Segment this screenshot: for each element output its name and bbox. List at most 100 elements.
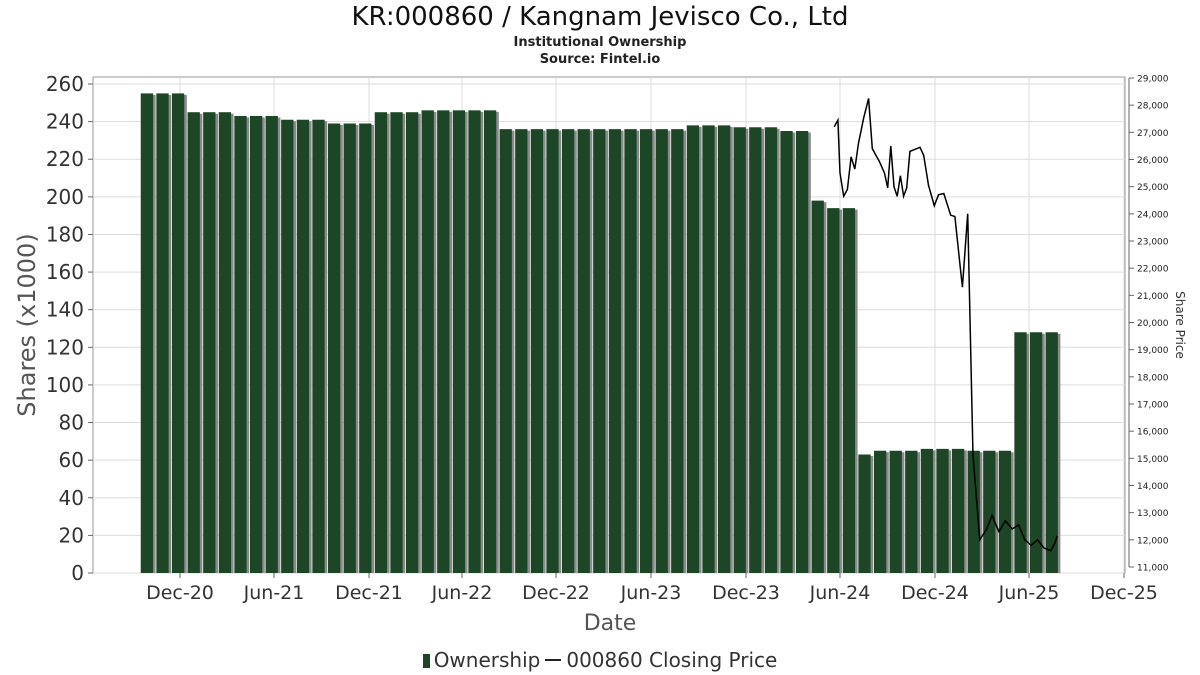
- y2-tick-label: 16,000: [1137, 428, 1169, 438]
- ownership-bar: [530, 129, 544, 573]
- ownership-bar: [405, 112, 419, 573]
- ownership-bar: [1014, 332, 1027, 573]
- ownership-bar: [764, 127, 778, 573]
- ownership-bar: [983, 450, 996, 573]
- ownership-legend-label: Ownership: [433, 648, 541, 672]
- y2-tick-label: 17,000: [1137, 401, 1169, 411]
- ownership-bar: [359, 123, 372, 573]
- y2-tick-label: 25,000: [1137, 183, 1169, 193]
- chart-title: KR:000860 / Kangnam Jevisco Co., Ltd: [351, 2, 849, 32]
- ownership-bar: [702, 125, 715, 573]
- ownership-bar: [561, 129, 575, 573]
- y-tick-label: 260: [46, 72, 84, 96]
- x-tick-label: Dec-20: [146, 582, 214, 604]
- y-tick-label: 240: [46, 110, 84, 134]
- y2-tick-label: 11,000: [1137, 564, 1169, 574]
- ownership-bar: [749, 127, 762, 573]
- bars-layer: [140, 93, 1061, 574]
- x-tick-label: Dec-25: [1090, 582, 1158, 604]
- y2-tick-label: 13,000: [1137, 509, 1169, 519]
- y2-tick-label: 22,000: [1137, 265, 1169, 275]
- ownership-bar: [873, 450, 887, 573]
- y-tick-label: 140: [46, 298, 84, 322]
- y2-tick-label: 21,000: [1137, 292, 1169, 302]
- ownership-bar: [1045, 332, 1058, 573]
- ownership-bar: [546, 129, 559, 573]
- ownership-bar: [858, 454, 871, 573]
- ownership-bar: [296, 119, 310, 573]
- ownership-bar: [905, 450, 918, 573]
- ownership-bar: [343, 123, 356, 573]
- y2-tick-label: 12,000: [1137, 536, 1169, 546]
- ownership-bar: [203, 112, 216, 573]
- ownership-bar: [265, 115, 278, 573]
- x-tick-label: Dec-24: [901, 582, 969, 604]
- y2-tick-label: 18,000: [1137, 373, 1169, 383]
- ownership-bar: [327, 123, 341, 573]
- ownership-bar: [780, 131, 793, 573]
- ownership-bar: [468, 110, 481, 573]
- chart-source: Source: Fintel.io: [539, 52, 661, 67]
- ownership-bar: [920, 448, 934, 573]
- ownership-bar: [140, 93, 154, 574]
- y-tick-label: 180: [46, 222, 84, 246]
- y-axis-title: Shares (x1000): [13, 233, 41, 416]
- x-tick-label: Jun-21: [243, 582, 305, 604]
- y2-tick-label: 26,000: [1137, 156, 1169, 166]
- y2-tick-label: 24,000: [1137, 210, 1169, 220]
- y2-tick-label: 20,000: [1137, 319, 1169, 329]
- ownership-bar: [437, 110, 450, 573]
- ownership-bar: [171, 93, 185, 574]
- y2-tick-label: 23,000: [1137, 238, 1169, 248]
- y-tick-label: 220: [46, 147, 84, 171]
- ownership-bar: [733, 127, 746, 573]
- x-tick-label: Jun-24: [809, 582, 871, 604]
- y-tick-label: 100: [46, 373, 84, 397]
- x-tick-label: Dec-21: [335, 582, 403, 604]
- ownership-bar: [483, 110, 497, 573]
- ownership-bar: [639, 129, 653, 573]
- x-tick-label: Jun-23: [620, 582, 682, 604]
- ownership-bar: [249, 115, 263, 573]
- x-tick-label: Jun-22: [431, 582, 493, 604]
- chart-subtitle: Institutional Ownership: [513, 35, 687, 50]
- y-tick-label: 40: [59, 486, 84, 510]
- ownership-bar: [452, 110, 466, 573]
- y-tick-label: 20: [59, 523, 84, 547]
- ownership-bar: [1029, 332, 1043, 573]
- ownership-bar: [717, 125, 731, 573]
- ownership-bar: [421, 110, 434, 573]
- ownership-bar: [671, 129, 684, 573]
- y-tick-label: 80: [59, 411, 84, 435]
- ownership-bar: [827, 208, 840, 573]
- ownership-bar: [499, 129, 512, 573]
- y-tick-label: 160: [46, 260, 84, 284]
- price-line: [833, 98, 1058, 552]
- ownership-bar: [608, 129, 622, 573]
- price-legend-swatch: [545, 659, 562, 661]
- x-tick-label: Jun-25: [998, 582, 1060, 604]
- ownership-legend-swatch: [422, 654, 430, 668]
- ownership-bar: [842, 208, 856, 573]
- ownership-bar: [624, 129, 637, 573]
- y2-tick-label: 14,000: [1137, 482, 1169, 492]
- y-tick-label: 120: [46, 335, 84, 359]
- x-tick-label: Dec-23: [712, 582, 780, 604]
- y2-tick-label: 19,000: [1137, 346, 1169, 356]
- y2-tick-label: 15,000: [1137, 455, 1169, 465]
- ownership-bar: [577, 129, 590, 573]
- ownership-bar: [795, 131, 809, 573]
- ownership-bar: [312, 119, 325, 573]
- ownership-bar: [967, 450, 980, 573]
- ownership-bar: [998, 450, 1012, 573]
- y-tick-label: 60: [59, 448, 84, 472]
- price-legend-label: 000860 Closing Price: [566, 648, 778, 672]
- price-line-layer: [833, 98, 1058, 552]
- y-tick-label: 200: [46, 185, 84, 209]
- ownership-bar: [390, 112, 403, 573]
- y2-tick-label: 28,000: [1137, 102, 1169, 112]
- ownership-bar: [686, 125, 700, 573]
- y2-axis-title: Share Price: [1173, 291, 1187, 359]
- x-tick-label: Dec-22: [522, 582, 590, 604]
